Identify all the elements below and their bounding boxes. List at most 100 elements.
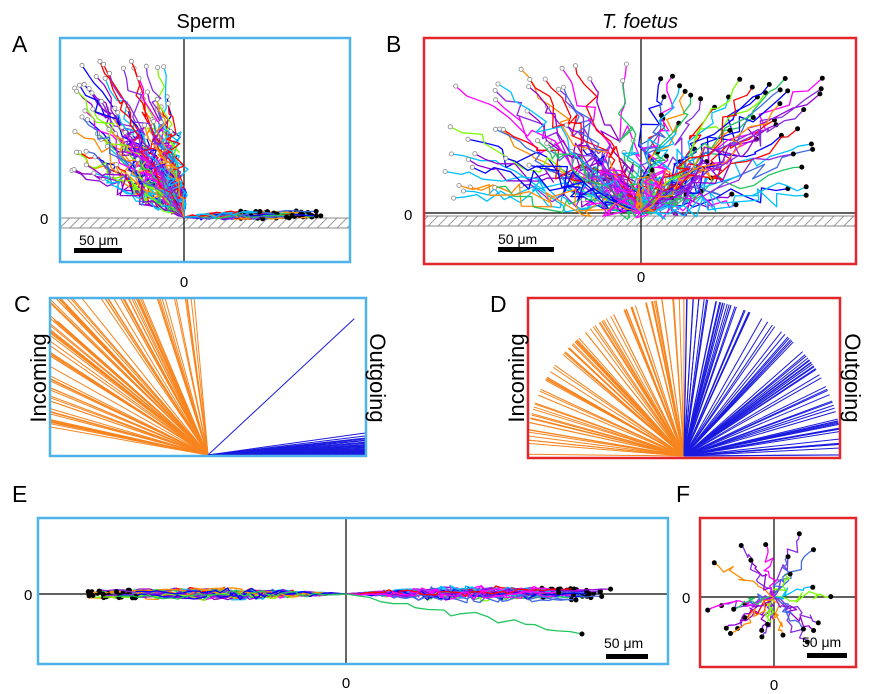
incoming-ray [112,298,209,456]
incoming-ray [528,435,685,457]
track-end-marker [810,146,816,152]
outgoing-ray [683,302,724,457]
track-start-marker [597,165,603,171]
panel-e-zero-y: 0 [24,587,32,604]
outgoing-ray [683,311,750,457]
outgoing-ray [207,438,366,456]
track-end-marker [677,83,683,89]
track-start-marker [122,129,128,135]
incoming-track [163,167,187,218]
track-start-marker [82,108,88,114]
outgoing-ray [683,431,840,457]
panel-e-tracks [85,584,614,637]
track-end-marker [759,634,765,640]
incoming-ray [545,378,685,457]
track-start-marker [136,75,142,81]
panel-b: B T. foetus 0 0 50 μm [386,11,858,286]
track-start-marker [72,129,78,135]
panel-c-frame [48,296,368,458]
outgoing-ray [683,304,732,457]
track-start-marker [90,593,96,599]
track-end-marker [748,557,754,563]
outgoing-track [640,143,812,213]
incoming-ray [185,298,209,456]
track [730,596,775,635]
track-end-marker [785,554,791,560]
incoming-ray [531,413,685,457]
track-start-marker [101,62,107,68]
outgoing-ray [683,298,688,457]
panel-b-letter: B [386,31,401,57]
track-start-marker [535,138,541,144]
incoming-ray [50,322,209,456]
incoming-ray [550,371,685,457]
incoming-track [583,196,642,217]
track-end-marker [801,107,807,113]
panel-a-zero-y: 0 [40,211,48,228]
outgoing-ray [683,321,769,457]
track-end-marker [257,208,263,214]
outgoing-track [640,124,777,213]
track-end-marker [750,115,756,121]
panel-f: F 0 0 50 μm [676,481,858,694]
incoming-ray [50,340,209,456]
outgoing-track [345,587,559,600]
track-start-marker [85,117,91,123]
track-start-marker [93,74,99,80]
outgoing-track [640,155,669,213]
outgoing-ray [683,362,812,457]
incoming-track [74,131,185,218]
track-start-marker [456,182,462,188]
outgoing-ray [683,301,717,457]
incoming-ray [70,298,209,456]
panel-c-incoming-label: Incoming [26,333,51,422]
incoming-track [458,184,642,213]
track-end-marker [658,76,664,82]
track-end-marker [763,90,769,96]
track-end-marker [749,84,755,90]
track-start-marker [587,76,593,82]
outgoing-ray [683,299,707,457]
track-start-marker [128,58,134,64]
incoming-ray [50,365,209,456]
track-start-marker [155,65,161,71]
scale-bar [807,653,847,658]
track-start-marker [451,195,457,201]
outgoing-track [640,91,686,213]
incoming-track [76,90,185,218]
outgoing-ray [683,298,694,457]
panel-f-plot [700,518,856,667]
outgoing-track [640,75,674,213]
track-start-marker [73,149,79,155]
track-end-marker [661,94,667,100]
outgoing-ray [207,446,366,456]
panel-f-zero-y: 0 [682,590,690,607]
incoming-ray [528,453,685,457]
outgoing-track [345,593,583,635]
outgoing-track [640,86,753,213]
outgoing-ray [683,447,840,457]
track-end-marker [803,184,809,190]
track-start-marker [96,588,102,594]
track-end-marker [608,586,614,592]
panel-e: E 0 0 50 μm [12,481,670,692]
incoming-ray [107,298,209,456]
panel-b-title: T. foetus [602,11,678,33]
panel-c-letter: C [14,291,31,317]
incoming-track [138,78,185,218]
outgoing-track [637,78,663,213]
track-end-marker [318,213,324,219]
track-start-marker [559,65,565,71]
track [737,596,775,630]
track-start-marker [150,118,156,124]
track-start-marker [465,136,471,142]
track-end-marker [763,542,769,548]
outgoing-track [183,213,293,220]
incoming-ray [652,301,685,457]
outgoing-track [640,78,786,213]
panel-c: C Incoming Outgoing [14,291,390,458]
outgoing-track [346,588,559,598]
track-start-marker [102,75,108,81]
outgoing-track [640,128,799,213]
incoming-ray [534,403,685,457]
